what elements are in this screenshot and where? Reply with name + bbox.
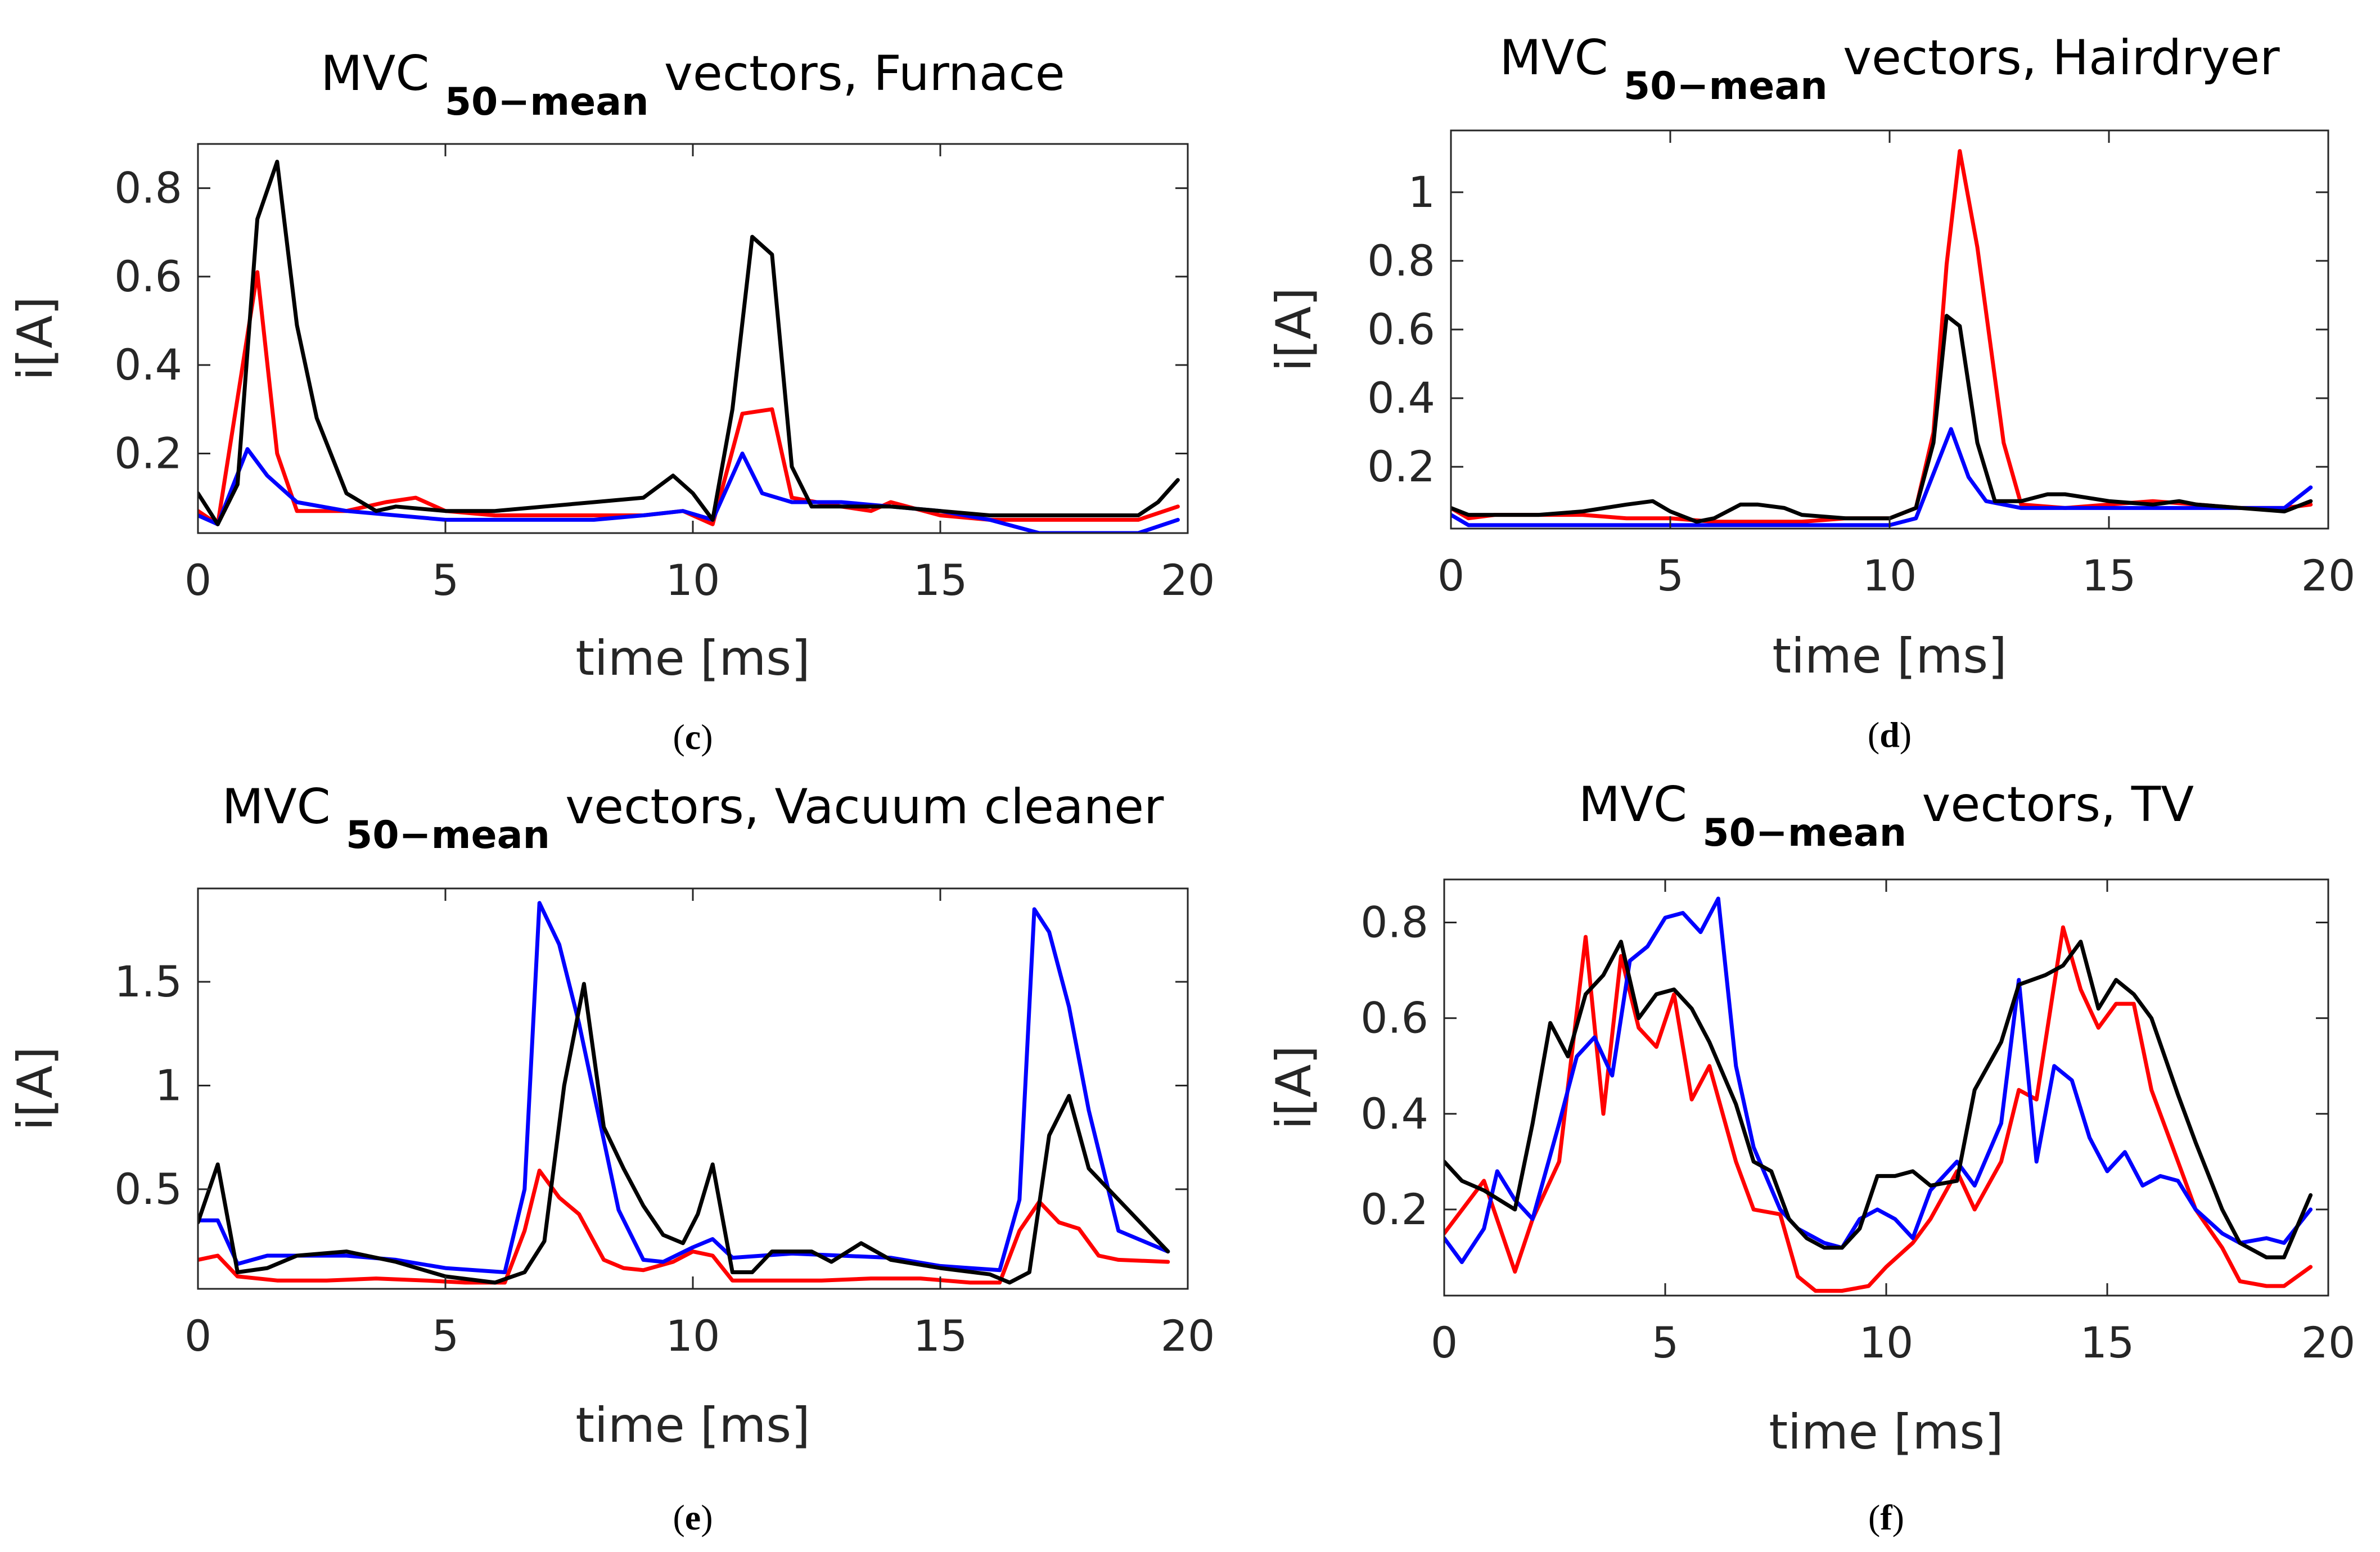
title-subscript-c: 50−mean (445, 80, 649, 124)
x-tick-label-d-2: 10 (1863, 551, 1917, 601)
series-line-black-c (198, 160, 1180, 526)
panel-caption-f: (f) (1868, 1497, 1904, 1537)
x-tick-label-d-1: 5 (1657, 551, 1684, 601)
axes-box-c (197, 143, 1189, 534)
panel-caption-c: (c) (673, 717, 713, 757)
title-main-c: MVC (321, 46, 444, 102)
title-rest-c: vectors, Furnace (649, 46, 1065, 102)
y-tick-label-c-0: 0.2 (114, 428, 182, 478)
plot-area-c (198, 160, 1180, 533)
y-axis-label-c: i[A] (7, 296, 64, 381)
series-line-blue-f (1444, 896, 2313, 1264)
series-line-black-e (198, 982, 1170, 1285)
x-tick-label-d-0: 0 (1437, 551, 1464, 601)
y-axis-label-d: i[A] (1266, 287, 1322, 372)
y-tick-label-c-2: 0.6 (114, 251, 182, 301)
x-axis-label-e: time [ms] (575, 1397, 810, 1454)
axes-box-f (1443, 878, 2329, 1297)
x-axis-label-f: time [ms] (1769, 1404, 2003, 1460)
axes-box-d (1450, 129, 2329, 530)
title-subscript-f: 50−mean (1702, 811, 1906, 855)
plot-area-f (1444, 896, 2313, 1293)
series-line-black-d (1451, 314, 2313, 524)
title-main-f: MVC (1579, 777, 1702, 833)
y-tick-label-c-1: 0.4 (114, 340, 182, 390)
x-tick-label-e-4: 20 (1161, 1311, 1215, 1361)
series-line-red-f (1444, 925, 2313, 1293)
title-rest-f: vectors, TV (1906, 777, 2194, 833)
chart-panel-d: 0 5 10 15 20 0.2 0.4 0.6 0.8 1 time [ms] i[A] MVC 50… (1266, 30, 2355, 755)
y-tick-label-e-1: 1 (155, 1060, 182, 1110)
series-line-black-f (1444, 940, 2313, 1260)
title-subscript-e: 50−mean (346, 813, 550, 858)
y-tick-label-d-2: 0.6 (1367, 304, 1435, 354)
series-line-blue-e (198, 901, 1170, 1274)
y-tick-label-d-4: 1 (1408, 167, 1435, 217)
x-tick-label-f-1: 5 (1652, 1318, 1679, 1368)
y-tick-label-d-0: 0.2 (1367, 441, 1435, 491)
x-axis-label-d: time [ms] (1772, 628, 2007, 684)
title-rest-e: vectors, Vacuum cleaner (550, 779, 1164, 835)
y-tick-label-f-1: 0.4 (1360, 1089, 1428, 1139)
x-tick-label-c-4: 20 (1161, 555, 1215, 605)
plot-area-d (1451, 149, 2313, 527)
x-tick-label-c-0: 0 (184, 555, 211, 605)
x-tick-label-f-2: 10 (1859, 1318, 1914, 1368)
x-tick-label-f-0: 0 (1431, 1318, 1458, 1368)
series-line-blue-c (198, 447, 1180, 533)
x-tick-label-c-3: 15 (913, 555, 968, 605)
series-line-red-d (1451, 149, 2313, 524)
title-main-d: MVC (1499, 30, 1623, 86)
x-tick-label-d-3: 15 (2082, 551, 2136, 601)
y-tick-label-f-2: 0.6 (1360, 993, 1428, 1043)
title-main-e: MVC (222, 779, 346, 835)
series-line-blue-d (1451, 427, 2313, 527)
y-tick-label-e-2: 1.5 (114, 957, 182, 1007)
chart-title-d: MVC 50−mean vectors, Hairdryer (1499, 30, 2280, 109)
x-tick-label-c-1: 5 (432, 555, 459, 605)
y-tick-label-c-3: 0.8 (114, 163, 182, 213)
chart-panel-e: 0 5 10 15 20 0.5 1 1.5 time [ms] i[A] MVC 50−mean … (7, 779, 1215, 1537)
y-axis-label-e: i[A] (7, 1046, 64, 1131)
y-tick-label-d-1: 0.4 (1367, 373, 1435, 423)
y-tick-label-e-0: 0.5 (114, 1164, 182, 1214)
x-tick-label-d-4: 20 (2301, 551, 2356, 601)
chart-panel-f: 0 5 10 15 20 0.2 0.4 0.6 0.8 time [ms] i[A] MVC 50−… (1266, 777, 2355, 1537)
series-line-red-e (198, 1168, 1170, 1285)
y-tick-label-f-0: 0.2 (1360, 1184, 1428, 1234)
x-tick-label-e-1: 5 (432, 1311, 459, 1361)
x-tick-label-f-4: 20 (2301, 1318, 2356, 1368)
x-tick-label-c-2: 10 (666, 555, 720, 605)
y-tick-label-d-3: 0.8 (1367, 236, 1435, 286)
x-axis-label-c: time [ms] (575, 630, 810, 687)
y-tick-label-f-3: 0.8 (1360, 897, 1428, 948)
y-axis-label-f: i[A] (1266, 1045, 1322, 1130)
title-rest-d: vectors, Hairdryer (1828, 30, 2280, 86)
x-tick-label-f-3: 15 (2080, 1318, 2135, 1368)
x-tick-label-e-0: 0 (184, 1311, 211, 1361)
x-tick-label-e-3: 15 (913, 1311, 968, 1361)
chart-panel-c: 0 5 10 15 20 0.2 0.4 0.6 0.8 time [ms] i[A] MVC 50−… (7, 46, 1215, 757)
chart-title-e: MVC 50−mean vectors, Vacuum cleaner (222, 779, 1164, 858)
title-subscript-d: 50−mean (1624, 64, 1828, 109)
panel-caption-e: (e) (673, 1497, 713, 1537)
chart-title-f: MVC 50−mean vectors, TV (1579, 777, 2194, 855)
chart-title-c: MVC 50−mean vectors, Furnace (321, 46, 1065, 124)
axes-box-e (197, 887, 1189, 1290)
plot-area-e (198, 901, 1170, 1285)
panel-caption-d: (d) (1868, 715, 1912, 755)
x-tick-label-e-2: 10 (666, 1311, 720, 1361)
